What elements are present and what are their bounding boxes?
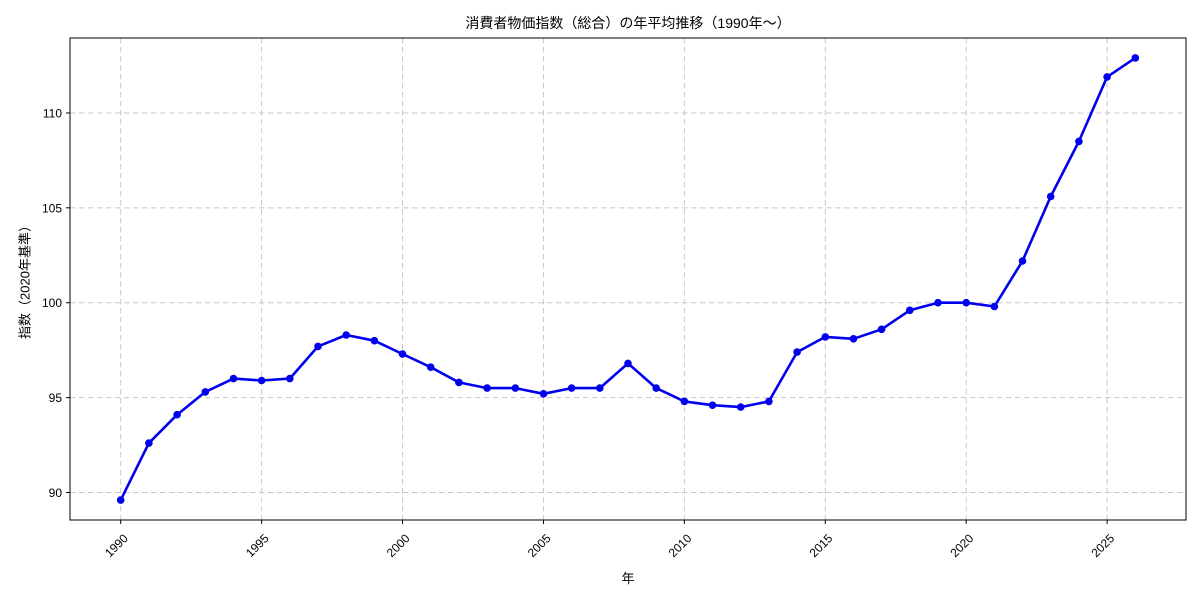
data-point-2010 <box>680 397 689 406</box>
data-point-1997 <box>314 342 322 351</box>
y-tick-label: 105 <box>42 201 62 215</box>
y-tick-label: 90 <box>49 486 63 500</box>
x-tick-label: 2015 <box>807 531 836 560</box>
data-point-2002 <box>455 378 463 387</box>
data-point-2003 <box>483 384 491 392</box>
data-point-2024 <box>1075 137 1083 146</box>
x-tick-label: 2020 <box>948 531 977 560</box>
data-point-2020 <box>962 298 970 307</box>
data-point-1999 <box>370 336 379 345</box>
y-tick-label: 95 <box>49 391 63 405</box>
data-point-2005 <box>539 390 548 398</box>
y-tick-label: 110 <box>43 106 62 120</box>
data-point-2004 <box>511 384 520 392</box>
x-tick-label: 2005 <box>525 531 554 560</box>
plot-border <box>69 37 1187 521</box>
data-point-2011 <box>708 401 717 410</box>
data-point-2018 <box>906 306 914 315</box>
y-axis-label: 指数（2020年基準） <box>17 219 33 339</box>
x-tick-label: 2025 <box>1088 531 1117 560</box>
data-point-1990 <box>116 496 125 504</box>
x-tick-label: 1990 <box>102 531 131 560</box>
data-point-2025 <box>1103 73 1111 81</box>
data-point-2015 <box>821 333 830 341</box>
data-point-1993 <box>201 388 210 396</box>
data-point-2023 <box>1046 192 1055 201</box>
data-point-2006 <box>567 384 576 392</box>
y-tick-label: 100 <box>42 296 62 310</box>
data-point-2019 <box>934 298 942 307</box>
chart-title: 消費者物価指数（総合）の年平均推移（1990年〜） <box>465 15 791 31</box>
data-point-1991 <box>145 439 153 447</box>
data-point-1992 <box>173 410 181 419</box>
data-point-2022 <box>1018 257 1027 265</box>
x-tick-label: 2010 <box>666 531 695 560</box>
data-point-2000 <box>398 350 407 358</box>
data-point-1998 <box>342 331 351 339</box>
data-point-2007 <box>596 384 604 392</box>
data-point-2001 <box>426 363 435 372</box>
data-point-1996 <box>286 374 294 383</box>
x-axis-label: 年 <box>621 571 635 586</box>
data-point-2016 <box>849 335 858 343</box>
data-point-2026 <box>1131 54 1140 62</box>
data-point-2009 <box>652 384 660 392</box>
data-point-2014 <box>793 348 801 356</box>
data-point-2017 <box>877 325 886 334</box>
data-point-2021 <box>990 302 999 311</box>
x-tick-label: 2000 <box>384 531 413 560</box>
data-point-2013 <box>765 397 773 406</box>
x-tick-label: 1995 <box>243 531 272 560</box>
data-point-1994 <box>229 374 238 383</box>
data-point-1995 <box>257 376 266 385</box>
data-point-2012 <box>736 403 745 411</box>
cpi-line <box>119 56 1137 502</box>
data-point-2008 <box>624 359 632 368</box>
